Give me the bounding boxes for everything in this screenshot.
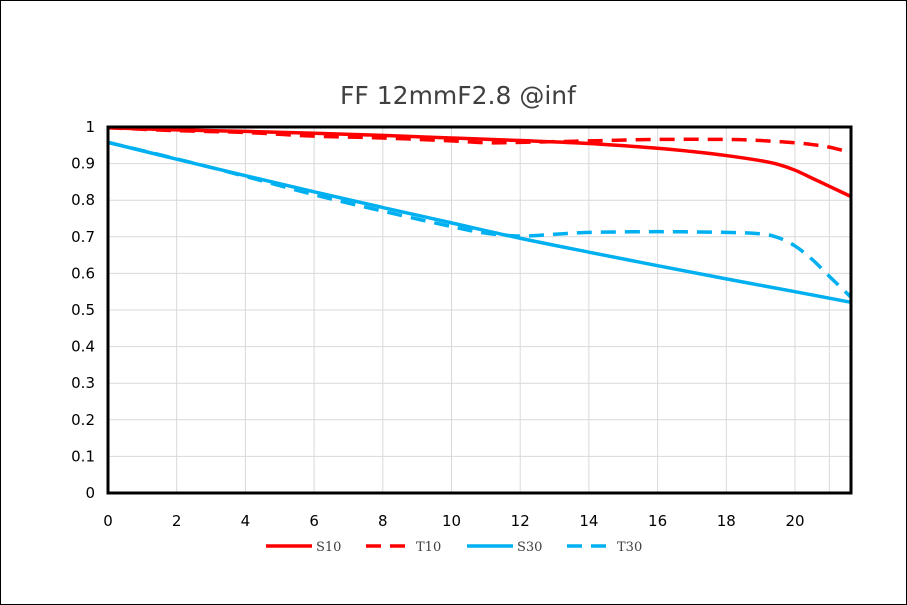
- y-axis-ticks: 0 0.1 0.2 0.3 0.4 0.5 0.6 0.7 0.8 0.9 1: [71, 118, 95, 502]
- y-tick-label: 0.6: [71, 264, 95, 282]
- x-tick-label: 20: [785, 512, 804, 530]
- x-tick-label: 6: [309, 512, 319, 530]
- x-tick-label: 18: [717, 512, 736, 530]
- y-tick-label: 0.8: [71, 191, 95, 209]
- x-axis-ticks: 0 2 4 6 8 10 12 14 16 18 20: [103, 512, 804, 530]
- y-tick-label: 0.5: [71, 301, 95, 319]
- legend-label-t10: T10: [416, 540, 441, 555]
- y-tick-label: 0.1: [71, 447, 95, 465]
- plot-area-border: [106, 125, 853, 495]
- legend: S10 T10 S30 T30: [266, 540, 642, 555]
- series-lines: [107, 125, 853, 305]
- chart-title: FF 12mmF2.8 @inf: [340, 81, 577, 110]
- x-tick-label: 16: [648, 512, 667, 530]
- x-tick-label: 10: [442, 512, 461, 530]
- y-tick-label: 1: [85, 118, 95, 136]
- y-tick-label: 0: [85, 484, 95, 502]
- y-tick-label: 0.9: [71, 155, 95, 173]
- series-line-t10: [107, 125, 852, 155]
- x-tick-label: 0: [103, 512, 113, 530]
- x-tick-label: 12: [511, 512, 530, 530]
- series-line-s10: [107, 125, 852, 199]
- legend-label-s10: S10: [316, 540, 341, 555]
- x-tick-label: 8: [378, 512, 388, 530]
- y-tick-label: 0.4: [71, 338, 95, 356]
- series-line-s30: [107, 140, 852, 305]
- legend-label-t30: T30: [617, 540, 642, 555]
- y-tick-label: 0.7: [71, 228, 95, 246]
- x-tick-label: 14: [579, 512, 598, 530]
- y-tick-label: 0.2: [71, 411, 95, 429]
- y-tick-label: 0.3: [71, 374, 95, 392]
- x-tick-label: 2: [172, 512, 182, 530]
- grid: [107, 126, 851, 494]
- series-line-t30: [107, 140, 853, 299]
- legend-label-s30: S30: [517, 540, 542, 555]
- x-tick-label: 4: [241, 512, 251, 530]
